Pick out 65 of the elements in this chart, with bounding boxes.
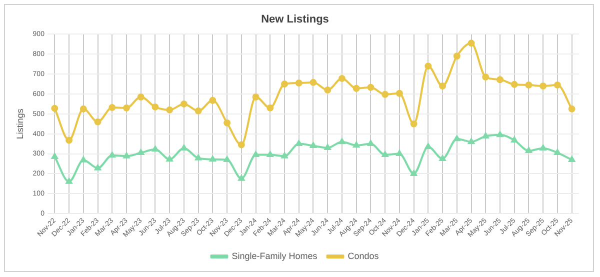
chart-title: New Listings — [261, 14, 329, 26]
point — [554, 149, 561, 156]
point — [410, 120, 418, 128]
point — [166, 106, 174, 114]
y-axis-title: Listings — [14, 108, 25, 140]
point — [266, 104, 274, 112]
point — [382, 151, 388, 158]
point — [324, 144, 331, 150]
point — [482, 132, 489, 138]
point — [238, 141, 245, 148]
point — [166, 156, 173, 162]
point — [80, 156, 87, 162]
point — [194, 107, 202, 114]
point — [108, 152, 116, 158]
point — [51, 153, 58, 160]
point — [454, 135, 460, 142]
point — [180, 100, 188, 108]
point — [296, 140, 302, 146]
point — [568, 105, 576, 112]
point — [108, 104, 116, 112]
point — [94, 118, 102, 126]
point — [180, 144, 188, 150]
point — [540, 82, 547, 90]
point — [138, 149, 144, 156]
point — [224, 156, 230, 162]
point — [496, 131, 504, 138]
point — [352, 84, 360, 92]
point — [209, 96, 216, 104]
point — [324, 86, 332, 94]
point — [453, 52, 460, 60]
point — [424, 62, 432, 70]
point — [266, 151, 274, 158]
point — [511, 136, 518, 142]
point — [295, 80, 302, 87]
point — [66, 136, 73, 144]
legend-label: Single-Family Homes — [232, 250, 318, 261]
point — [554, 82, 561, 89]
point — [152, 103, 159, 110]
point — [396, 150, 403, 156]
point — [281, 80, 288, 88]
legend-label: Condos — [348, 250, 380, 261]
point — [123, 152, 130, 158]
point — [137, 93, 144, 100]
point — [122, 104, 130, 112]
point — [525, 82, 532, 89]
point — [238, 175, 245, 181]
point — [51, 104, 58, 112]
point — [338, 138, 346, 144]
point — [338, 74, 346, 82]
point — [496, 76, 504, 84]
point — [510, 80, 518, 88]
point — [482, 74, 490, 81]
point — [439, 155, 446, 162]
point — [468, 40, 475, 47]
point — [281, 152, 288, 158]
point — [80, 105, 87, 112]
point — [66, 178, 72, 184]
point — [540, 144, 546, 150]
point — [382, 90, 389, 98]
point — [224, 119, 231, 126]
point — [310, 78, 317, 86]
point — [252, 93, 260, 100]
point — [367, 84, 374, 91]
point — [439, 82, 446, 90]
point — [396, 90, 403, 97]
